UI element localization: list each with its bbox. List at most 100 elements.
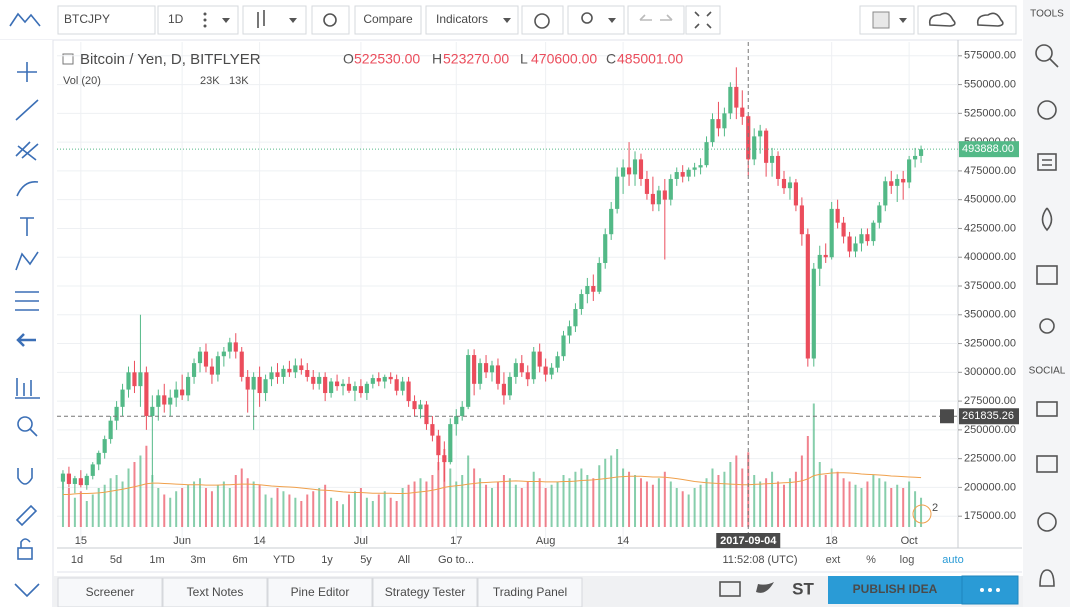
candle-body [90,464,95,476]
volume-bar [127,468,130,527]
volume-bar [568,478,571,527]
volume-bar [675,488,678,527]
interval[interactable]: 1D [168,12,184,26]
timeframe-button[interactable]: 3m [190,554,205,566]
volume-bar [866,481,869,527]
candle-body [668,178,673,200]
symbol[interactable]: BTCJPY [64,12,110,26]
settings-button[interactable] [311,5,350,35]
chart-style-button[interactable] [242,5,307,35]
candle-body [769,155,775,163]
ideas-button[interactable] [567,5,625,35]
timeframe-button[interactable]: YTD [273,554,295,566]
candle-body [907,159,912,183]
volume-bar [479,478,482,527]
volume-bar [187,484,190,527]
camera-icon[interactable] [719,581,741,597]
volume-bar [717,475,720,527]
indicators-label[interactable]: Indicators [436,12,488,26]
candle-body [656,190,661,205]
volume-bar [121,481,124,527]
tab[interactable] [477,577,583,608]
indicators-button[interactable] [425,5,519,35]
undo-redo[interactable] [627,5,685,35]
candle-body [597,262,602,292]
candle-body [483,363,489,373]
timeframe-button[interactable]: 1d [71,554,83,566]
volume-bar [359,488,362,527]
volume-bar [544,488,547,527]
stocktwits-icon[interactable]: ST [792,579,814,598]
tab-label[interactable]: Trading Panel [493,585,567,599]
candle-body [203,351,209,367]
volume-bar [902,488,905,527]
volume-bar [199,478,202,527]
y-tick-label: 400000.00 [964,251,1016,263]
publish-label[interactable]: PUBLISH IDEA [853,582,938,596]
timeframe-button[interactable]: All [398,554,410,566]
candle-body [293,365,298,373]
alert-button[interactable] [521,5,564,35]
volume-bar [389,497,392,527]
badge[interactable]: 2 [932,502,938,514]
tab[interactable] [162,577,268,608]
tab-label[interactable]: Strategy Tester [385,585,465,599]
publish-button[interactable] [828,576,962,604]
timeframe-button[interactable]: Go to... [438,554,474,566]
tab[interactable] [267,577,373,608]
twitter-icon[interactable] [756,582,774,593]
clock: 11:52:08 (UTC) [723,554,798,566]
volume-bar [449,468,452,527]
volume-bar [145,445,148,527]
candle-body [263,379,268,394]
candle-body [120,389,125,407]
candle-body [180,389,185,396]
compare-label[interactable]: Compare [363,12,413,26]
volume-bar [491,488,494,527]
volume-bar [556,481,559,527]
logo [9,12,41,27]
collapse-icon[interactable] [62,53,74,65]
fullscreen-button[interactable] [685,5,721,35]
tab[interactable] [372,577,478,608]
load-icon [928,12,956,27]
timeframe-button[interactable]: 1m [149,554,164,566]
candle-body [686,169,691,177]
volume-bar [729,462,732,527]
candle-body [317,376,322,384]
tab-label[interactable]: Pine Editor [291,585,350,599]
tab[interactable] [57,577,163,608]
candle-body [251,376,256,390]
candle-body [323,376,328,394]
timeframe-button[interactable]: 6m [232,554,247,566]
volume-bar [604,458,607,527]
candle-body [799,205,804,235]
candle-body [847,236,852,252]
scale-option[interactable]: % [866,554,876,566]
volume-legend-value: 23K [200,75,220,87]
timeframe-button[interactable]: 5y [360,554,372,566]
volume-bar [133,462,136,527]
tab-label[interactable]: Screener [86,585,135,599]
badge-ring[interactable] [912,504,932,524]
cloud-buttons[interactable] [917,5,1017,35]
scale-option[interactable]: ext [826,554,841,566]
candle-body [370,378,375,384]
scale-option[interactable]: log [900,554,915,566]
tab-label[interactable]: Text Notes [187,585,244,599]
compare-button[interactable] [354,5,422,35]
candle-body [96,452,101,465]
candle-body [543,366,548,375]
volume-bar [711,468,714,527]
symbol-box[interactable] [57,5,156,35]
left-toolbar [0,40,53,607]
candle-body [174,389,179,398]
timeframe-button[interactable]: 1y [321,554,333,566]
volume-bar [830,468,833,527]
ohlc-value: 523270.00 [443,51,509,67]
candle-body [418,404,423,410]
candle-body [168,397,173,405]
scale-option[interactable]: auto [942,554,963,566]
candle-body [144,372,149,417]
timeframe-button[interactable]: 5d [110,554,122,566]
